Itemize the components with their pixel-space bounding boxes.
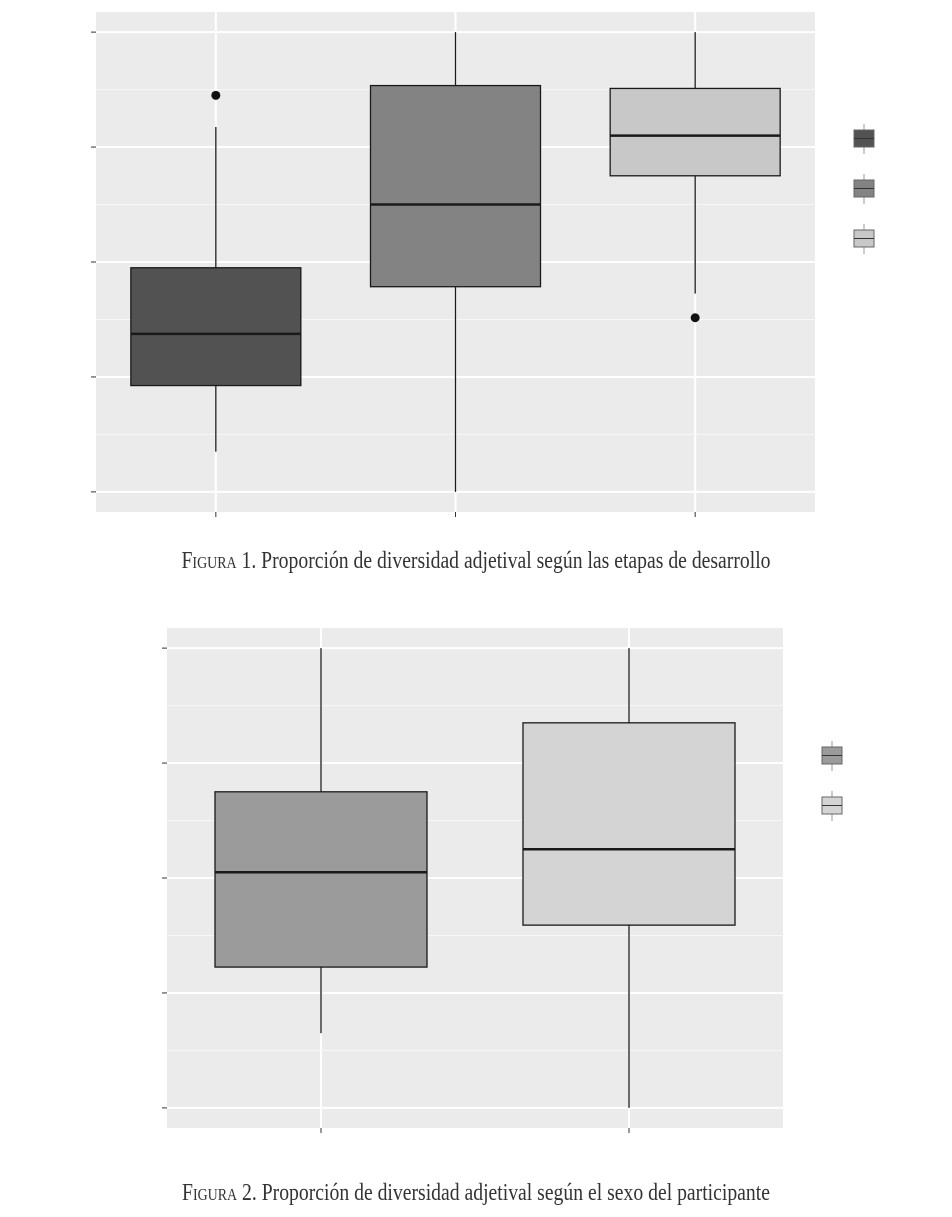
box-6-a-7	[369, 84, 542, 288]
figure-caption-2: Figura 2. Proporción de diversidad adjet…	[86, 1180, 867, 1207]
caption-label: Figura	[181, 548, 237, 574]
box-m	[522, 722, 736, 926]
caption-text: 1. Proporción de diversidad adjetival se…	[236, 548, 771, 574]
caption-text: 2. Proporción de diversidad adjetival se…	[237, 1180, 770, 1206]
chart-edad	[91, 12, 875, 517]
box-9-a-10	[609, 87, 781, 177]
box-3-a-4	[130, 267, 302, 387]
box-f	[214, 791, 428, 968]
chart-sexo	[162, 628, 843, 1133]
caption-label: Figura	[182, 1180, 238, 1206]
outlier-point	[690, 313, 700, 323]
figure-caption-1: Figura 1. Proporción de diversidad adjet…	[86, 548, 867, 575]
outlier-point	[211, 90, 221, 100]
